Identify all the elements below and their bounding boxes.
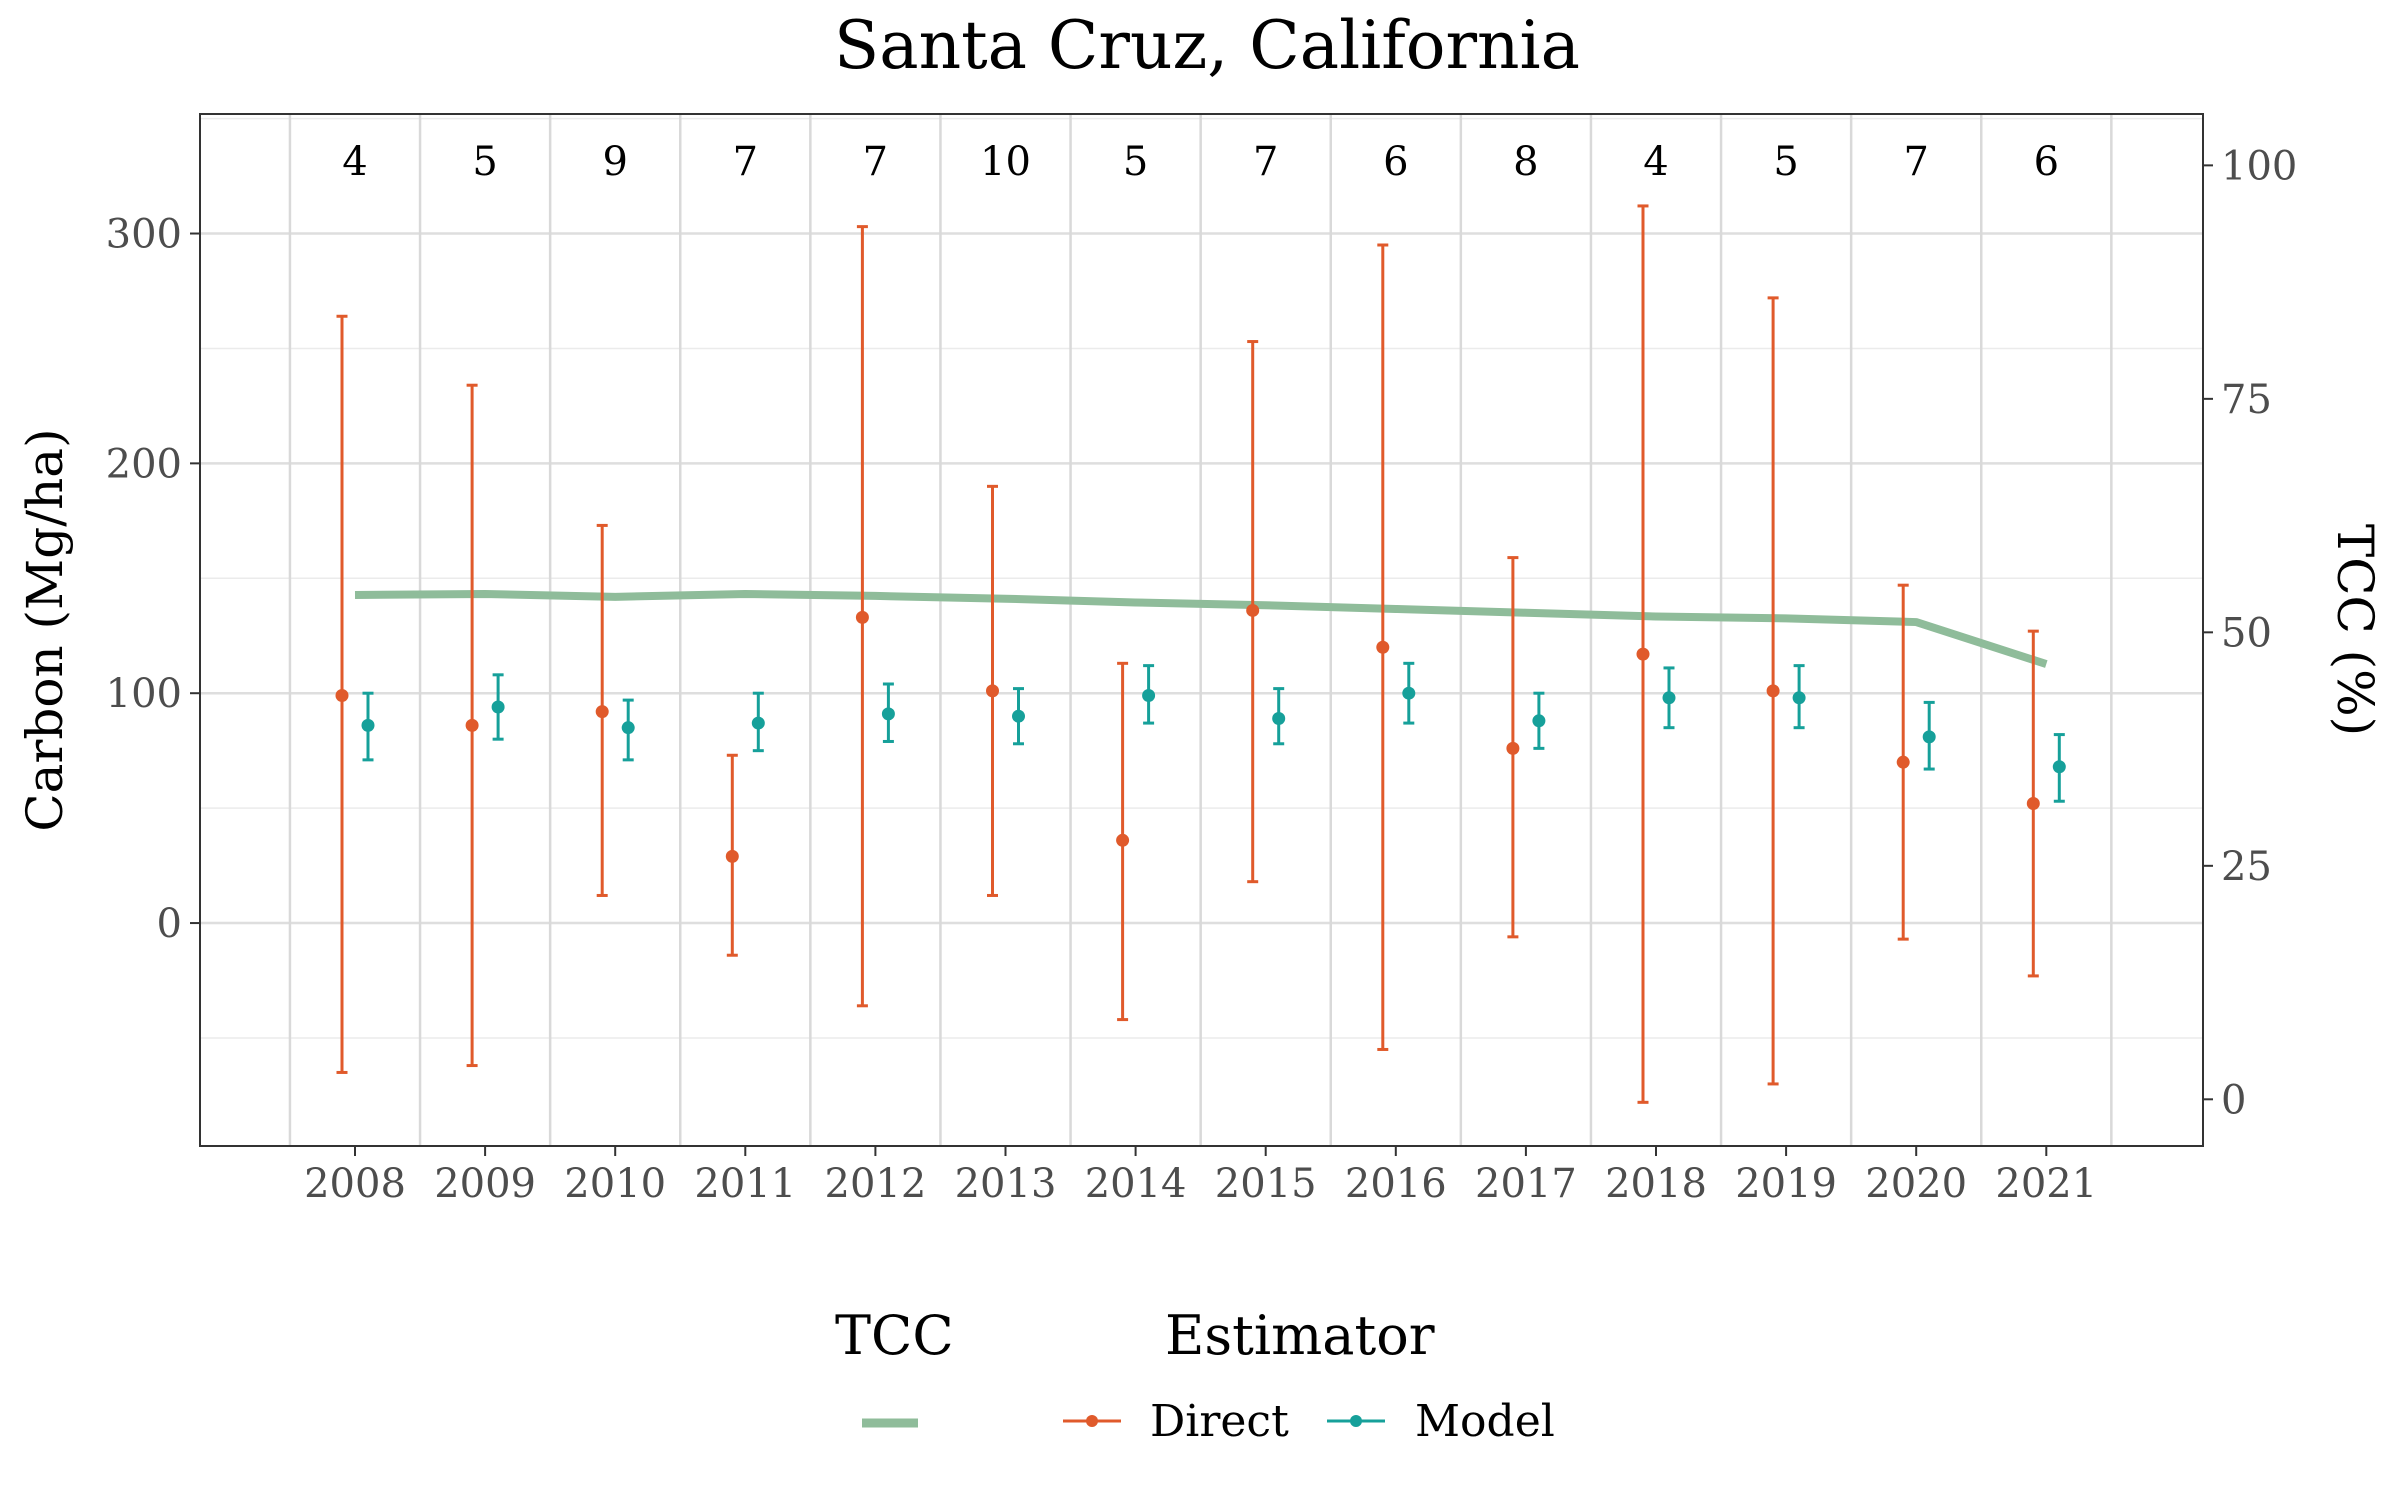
x-tick-label: 2013 [955, 1161, 1057, 1207]
count-label: 7 [733, 139, 758, 185]
model-point [361, 718, 375, 732]
direct-point [1246, 603, 1260, 617]
axes-layer: 0 100 200 300 0 25 50 75 100 2008 2009 2010 2011 2012… [106, 143, 2298, 1207]
x-tick-label: 2011 [694, 1161, 796, 1207]
counts-layer: 4 5 9 7 7 10 5 7 6 8 4 5 7 6 [342, 139, 2059, 185]
count-label: 5 [1123, 139, 1148, 185]
model-point [491, 700, 505, 714]
model-point [621, 721, 635, 735]
direct-point [986, 684, 999, 698]
chart-title: Santa Cruz, California [834, 7, 1580, 84]
y-tick-label: 200 [106, 441, 182, 487]
model-point [1402, 686, 1416, 700]
y2-axis-title: TCC (%) [2326, 524, 2384, 736]
direct-point [1896, 755, 1910, 769]
direct-point [1506, 741, 1520, 755]
count-label: 7 [863, 139, 888, 185]
count-label: 5 [1773, 139, 1798, 185]
direct-point [2026, 797, 2040, 811]
model-point [1272, 711, 1286, 725]
y2-tick-label: 0 [2221, 1077, 2246, 1123]
y-tick-label: 100 [106, 671, 182, 717]
model-point [1662, 691, 1676, 705]
grid [200, 114, 2203, 1146]
x-tick-label: 2016 [1345, 1161, 1447, 1207]
x-tick-label: 2021 [1995, 1161, 2097, 1207]
model-point [1792, 691, 1806, 705]
x-tick-label: 2015 [1215, 1161, 1317, 1207]
count-label: 4 [1643, 139, 1668, 185]
x-tick-label: 2010 [564, 1161, 666, 1207]
x-tick-label: 2008 [304, 1161, 406, 1207]
model-point [1532, 714, 1546, 728]
count-label: 9 [602, 139, 627, 185]
model-point [881, 707, 895, 721]
x-tick-label: 2018 [1605, 1161, 1707, 1207]
x-tick-label: 2020 [1865, 1161, 1967, 1207]
y2-tick-label: 100 [2221, 143, 2297, 189]
count-label: 7 [1903, 139, 1928, 185]
direct-point [595, 705, 609, 719]
model-point [1922, 730, 1936, 744]
direct-point [335, 689, 349, 703]
count-label: 8 [1513, 139, 1538, 185]
legend-direct-label: Direct [1150, 1396, 1289, 1447]
x-tick-label: 2019 [1735, 1161, 1837, 1207]
count-label: 4 [342, 139, 367, 185]
count-label: 6 [1383, 139, 1408, 185]
x-tick-label: 2012 [825, 1161, 927, 1207]
series-layer [335, 204, 2066, 1104]
legend-model-key-point [1350, 1415, 1362, 1427]
y2-tick-label: 50 [2221, 610, 2272, 656]
legend-model-label: Model [1415, 1396, 1555, 1447]
y2-tick-label: 25 [2221, 844, 2272, 890]
direct-point [1766, 684, 1780, 698]
direct-point [1636, 647, 1650, 661]
legend: TCC Estimator Direct Model [835, 1304, 1555, 1447]
plot-panel-border [199, 113, 2204, 1147]
count-label: 6 [2034, 139, 2059, 185]
direct-point [725, 849, 739, 863]
legend-estimator-title: Estimator [1165, 1304, 1435, 1367]
tcc-line [354, 590, 2048, 668]
model-point [1012, 709, 1025, 723]
y-axis-title: Carbon (Mg/ha) [16, 428, 74, 831]
direct-point [465, 718, 479, 732]
count-label: 10 [980, 139, 1031, 185]
legend-tcc-title: TCC [835, 1304, 954, 1367]
model-point [2052, 760, 2066, 774]
y-tick-label: 0 [157, 901, 182, 947]
x-tick-label: 2017 [1475, 1161, 1577, 1207]
x-tick-label: 2014 [1085, 1161, 1187, 1207]
tcc-layer [354, 590, 2048, 668]
direct-point [1376, 640, 1390, 654]
count-label: 7 [1253, 139, 1278, 185]
model-point [1142, 689, 1156, 703]
y-tick-label: 300 [106, 212, 182, 258]
model-point [751, 716, 765, 730]
direct-point [855, 610, 869, 624]
direct-point [1116, 833, 1130, 847]
y2-tick-label: 75 [2221, 377, 2272, 423]
legend-direct-key-point [1086, 1415, 1098, 1427]
count-label: 5 [472, 139, 497, 185]
x-tick-label: 2009 [434, 1161, 536, 1207]
